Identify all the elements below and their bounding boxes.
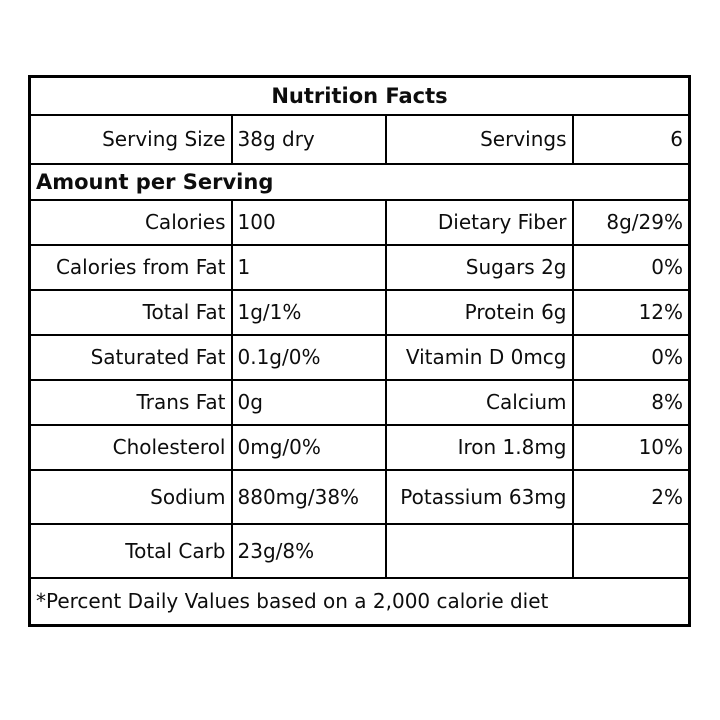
nutrition-facts-table: Nutrition Facts Serving Size 38g dry Ser… [28, 75, 692, 627]
serving-size-value: 38g dry [230, 113, 387, 165]
left-nutrient-label: Calories [28, 198, 233, 246]
right-nutrient-value: 0% [571, 333, 691, 381]
nutrient-row-total-carb: Total Carb 23g/8% [28, 522, 691, 579]
nutrition-facts-title: Nutrition Facts [28, 75, 691, 116]
right-nutrient-value: 2% [571, 468, 691, 525]
right-nutrient-value: 8g/29% [571, 198, 691, 246]
nutrient-row-calories: Calories 100 Dietary Fiber 8g/29% [28, 198, 691, 246]
right-nutrient-label: Protein 6g [384, 288, 574, 336]
right-nutrient-label [384, 522, 574, 579]
amount-per-serving-header: Amount per Serving [28, 162, 691, 201]
right-nutrient-value [571, 522, 691, 579]
nutrient-row-total-fat: Total Fat 1g/1% Protein 6g 12% [28, 288, 691, 336]
footnote-row: *Percent Daily Values based on a 2,000 c… [28, 576, 691, 627]
right-nutrient-label: Calcium [384, 378, 574, 426]
nutrient-row-saturated-fat: Saturated Fat 0.1g/0% Vitamin D 0mcg 0% [28, 333, 691, 381]
right-nutrient-label: Sugars 2g [384, 243, 574, 291]
right-nutrient-label: Potassium 63mg [384, 468, 574, 525]
right-nutrient-value: 0% [571, 243, 691, 291]
left-nutrient-value: 1 [230, 243, 387, 291]
left-nutrient-value: 23g/8% [230, 522, 387, 579]
left-nutrient-label: Saturated Fat [28, 333, 233, 381]
left-nutrient-label: Sodium [28, 468, 233, 525]
left-nutrient-label: Cholesterol [28, 423, 233, 471]
left-nutrient-label: Calories from Fat [28, 243, 233, 291]
left-nutrient-value: 0.1g/0% [230, 333, 387, 381]
right-nutrient-label: Dietary Fiber [384, 198, 574, 246]
nutrient-row-trans-fat: Trans Fat 0g Calcium 8% [28, 378, 691, 426]
nutrient-row-calories-from-fat: Calories from Fat 1 Sugars 2g 0% [28, 243, 691, 291]
serving-size-label: Serving Size [28, 113, 233, 165]
left-nutrient-value: 100 [230, 198, 387, 246]
nutrient-row-sodium: Sodium 880mg/38% Potassium 63mg 2% [28, 468, 691, 525]
right-nutrient-label: Vitamin D 0mcg [384, 333, 574, 381]
daily-values-footnote: *Percent Daily Values based on a 2,000 c… [28, 576, 691, 627]
left-nutrient-value: 880mg/38% [230, 468, 387, 525]
right-nutrient-label: Iron 1.8mg [384, 423, 574, 471]
left-nutrient-value: 0g [230, 378, 387, 426]
section-header-row: Amount per Serving [28, 162, 691, 201]
serving-row: Serving Size 38g dry Servings 6 [28, 113, 691, 165]
servings-value: 6 [571, 113, 691, 165]
left-nutrient-label: Total Carb [28, 522, 233, 579]
left-nutrient-label: Trans Fat [28, 378, 233, 426]
nutrient-row-cholesterol: Cholesterol 0mg/0% Iron 1.8mg 10% [28, 423, 691, 471]
left-nutrient-value: 0mg/0% [230, 423, 387, 471]
servings-label: Servings [384, 113, 574, 165]
left-nutrient-value: 1g/1% [230, 288, 387, 336]
right-nutrient-value: 8% [571, 378, 691, 426]
right-nutrient-value: 10% [571, 423, 691, 471]
left-nutrient-label: Total Fat [28, 288, 233, 336]
right-nutrient-value: 12% [571, 288, 691, 336]
title-row: Nutrition Facts [28, 75, 691, 116]
